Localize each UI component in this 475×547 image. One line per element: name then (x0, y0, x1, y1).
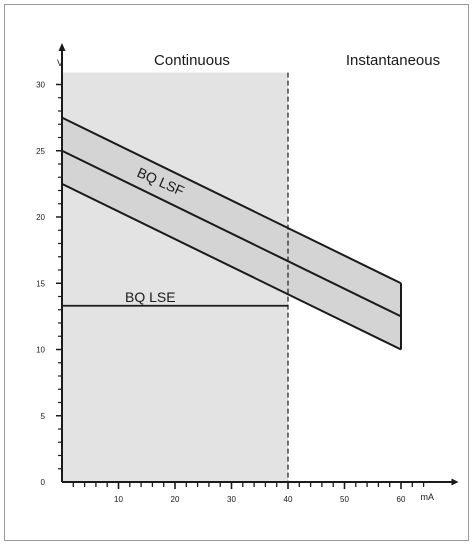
bq-lsf-lower-line (61, 182, 402, 351)
y-tick-label: 20 (36, 213, 45, 222)
continuous-label: Continuous (154, 52, 230, 69)
bq-lsf-upper-line (61, 116, 402, 285)
y-tick-label: 25 (36, 147, 45, 156)
chart-frame (4, 4, 469, 541)
y-axis: 0 5 10 15 20 25 30 (36, 43, 66, 487)
x-tick-label: 20 (171, 495, 180, 504)
y-tick-label: 30 (36, 81, 45, 90)
x-tick-label: 40 (284, 495, 293, 504)
x-tick-label: 60 (397, 495, 406, 504)
x-tick-label: 30 (227, 495, 236, 504)
y-axis-arrow (58, 43, 66, 51)
y-tick-label: 10 (36, 346, 45, 355)
y-tick-label: 15 (36, 279, 45, 288)
x-tick-label: 10 (114, 495, 123, 504)
y-axis-unit: V (57, 58, 63, 68)
x-axis-unit: mA (421, 492, 435, 502)
y-tick-label: 0 (41, 478, 46, 487)
y-tick-label: 5 (41, 412, 46, 421)
instantaneous-label: Instantaneous (346, 52, 440, 69)
bq-lsf-series-line (61, 149, 402, 318)
x-axis-arrow (451, 478, 459, 486)
x-tick-label: 50 (340, 495, 349, 504)
x-axis: 10 20 30 40 50 60 (62, 478, 459, 504)
bq-lse-label: BQ LSE (125, 289, 176, 305)
